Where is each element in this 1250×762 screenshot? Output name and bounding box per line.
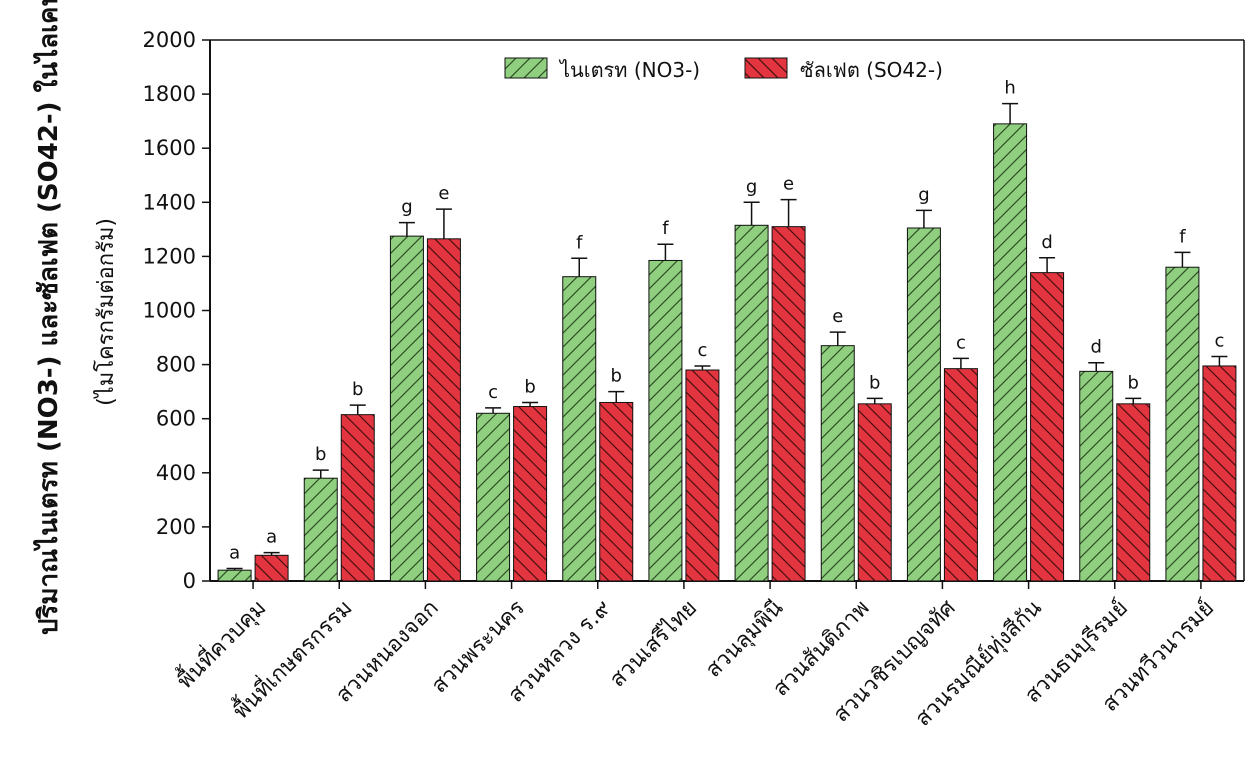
y-tick-label: 2000 xyxy=(143,28,196,52)
bar xyxy=(1079,370,1114,582)
bar xyxy=(1202,365,1237,582)
significance-label: g xyxy=(746,176,757,197)
bar xyxy=(1116,403,1151,582)
y-tick-label: 1600 xyxy=(143,136,196,160)
category-label: สวนเสรีไทย xyxy=(605,595,703,693)
significance-label: b xyxy=(524,376,535,397)
y-tick-label: 200 xyxy=(156,515,196,539)
significance-label: e xyxy=(832,306,843,327)
legend: ไนเตรท (NO3-) ซัลเฟต (SO42-) xyxy=(504,57,943,82)
significance-label: b xyxy=(1128,372,1139,393)
significance-label: g xyxy=(401,197,412,218)
significance-label: b xyxy=(869,372,880,393)
bar xyxy=(648,259,683,582)
bar xyxy=(820,345,855,582)
axes: 0 200 400 600 800 1000 1200 1400 1600 1800 2000 xyxy=(143,28,1245,593)
significance-label: f xyxy=(662,218,669,239)
significance-label: c xyxy=(1214,330,1224,351)
bar xyxy=(426,238,461,582)
y-tick-label: 400 xyxy=(156,461,196,485)
bar xyxy=(217,569,252,582)
category-labels: พื้นที่ควบคุมพื้นที่เกษตรกรรมสวนหนองจอกส… xyxy=(170,593,1219,732)
significance-label: g xyxy=(918,184,929,205)
significance-label: h xyxy=(1004,78,1015,99)
significance-label: d xyxy=(1091,337,1102,358)
significance-label: a xyxy=(266,527,277,548)
category-label: สวนลุมพินี xyxy=(701,596,788,683)
y-tick-label: 600 xyxy=(156,407,196,431)
significance-label: c xyxy=(697,340,707,361)
bar xyxy=(771,226,806,582)
significance-label: f xyxy=(576,232,583,253)
bar xyxy=(599,401,634,582)
y-tick-label: 1000 xyxy=(143,299,196,323)
y-axis-unit: (ไมโครกรัมต่อกรัม) xyxy=(93,218,119,406)
significance-label: c xyxy=(956,332,966,353)
bar xyxy=(303,477,338,582)
bars: a a b b g e c b f b f c g e e b g c h d d b f c xyxy=(217,78,1237,582)
significance-label: b xyxy=(352,379,363,400)
significance-label: d xyxy=(1041,232,1052,253)
bar xyxy=(476,412,511,582)
y-axis-title-group: ปริมาณไนเตรท (NO3-) และซัลเฟต (SO42-) ใน… xyxy=(32,0,119,635)
y-tick-label: 1400 xyxy=(143,190,196,214)
y-tick-label: 800 xyxy=(156,353,196,377)
bar xyxy=(1030,272,1065,582)
bar xyxy=(1165,266,1200,582)
bar xyxy=(734,224,769,582)
bar xyxy=(943,368,978,582)
bar xyxy=(389,235,424,582)
significance-label: c xyxy=(488,382,498,403)
y-tick-label: 0 xyxy=(183,569,196,593)
legend-label-nitrate: ไนเตรท (NO3-) xyxy=(558,58,700,82)
y-tick-label: 1200 xyxy=(143,244,196,268)
bar xyxy=(685,369,720,582)
legend-swatch-sulfate xyxy=(744,57,788,79)
significance-label: b xyxy=(611,366,622,387)
bar xyxy=(562,276,597,582)
y-axis-title: ปริมาณไนเตรท (NO3-) และซัลเฟต (SO42-) ใน… xyxy=(32,0,64,635)
significance-label: a xyxy=(229,543,240,564)
significance-label: f xyxy=(1179,226,1186,247)
bar xyxy=(254,554,289,582)
bar xyxy=(993,123,1028,582)
bar xyxy=(906,227,941,582)
legend-swatch-nitrate xyxy=(504,57,548,79)
bar xyxy=(857,403,892,582)
y-tick-label: 1800 xyxy=(143,82,196,106)
significance-label: b xyxy=(315,444,326,465)
bar xyxy=(513,406,548,582)
significance-label: e xyxy=(783,174,794,195)
significance-label: e xyxy=(438,183,449,204)
bar xyxy=(340,414,375,582)
legend-label-sulfate: ซัลเฟต (SO42-) xyxy=(800,58,943,82)
